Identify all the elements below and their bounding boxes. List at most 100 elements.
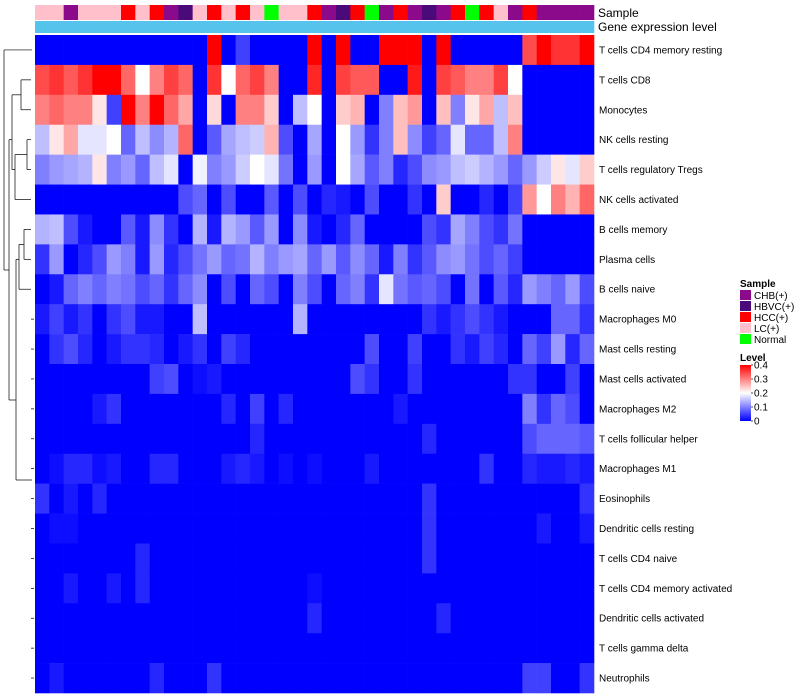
heatmap-cell bbox=[465, 64, 480, 96]
heatmap-cell bbox=[493, 483, 509, 514]
heatmap-cell bbox=[235, 244, 251, 275]
heatmap-cell bbox=[307, 543, 322, 574]
heatmap-cell bbox=[235, 35, 251, 66]
heatmap-cell bbox=[493, 423, 509, 455]
heatmap-cell bbox=[235, 663, 251, 694]
heatmap-cell bbox=[350, 64, 365, 96]
heatmap-cell bbox=[522, 513, 537, 544]
heatmap-cell bbox=[250, 154, 265, 185]
heatmap-cell bbox=[178, 513, 193, 544]
sample-annotation-cell bbox=[364, 5, 380, 20]
heatmap-cell bbox=[164, 124, 179, 155]
heatmap-cell bbox=[49, 334, 64, 365]
heatmap-cell bbox=[379, 274, 394, 305]
heatmap-cell bbox=[536, 64, 552, 96]
heatmap-cell bbox=[508, 364, 523, 395]
heatmap-cell bbox=[207, 35, 222, 66]
heatmap-cell bbox=[278, 543, 294, 574]
heatmap-cell bbox=[522, 214, 537, 245]
sample-annotation-cell bbox=[493, 5, 509, 20]
heatmap-cell bbox=[221, 453, 236, 484]
heatmap-cell bbox=[321, 663, 337, 694]
heatmap-cell bbox=[364, 124, 380, 155]
heatmap-cell bbox=[579, 603, 595, 634]
heatmap-cell bbox=[121, 603, 136, 634]
expression-annotation-cell bbox=[364, 21, 380, 33]
heatmap-cell bbox=[35, 274, 50, 305]
heatmap-cell bbox=[350, 274, 365, 305]
heatmap-cell bbox=[135, 304, 150, 335]
expression-annotation-bar bbox=[35, 21, 595, 33]
heatmap-cell bbox=[278, 64, 294, 96]
heatmap-cell bbox=[307, 603, 322, 634]
heatmap-cell bbox=[579, 64, 595, 96]
heatmap-cell bbox=[207, 543, 222, 574]
heatmap-cell bbox=[407, 513, 423, 544]
heatmap-cell bbox=[565, 453, 580, 484]
heatmap-cell bbox=[336, 124, 351, 155]
heatmap-cell bbox=[278, 244, 294, 275]
heatmap-cell bbox=[379, 214, 394, 245]
heatmap-cell bbox=[250, 64, 265, 96]
heatmap-cell bbox=[479, 573, 494, 604]
heatmap-cell bbox=[78, 513, 93, 544]
heatmap-cell bbox=[135, 453, 150, 484]
heatmap-cell bbox=[78, 603, 93, 634]
heatmap-cell bbox=[264, 124, 279, 155]
heatmap-cell bbox=[264, 214, 279, 245]
heatmap-cell bbox=[164, 334, 179, 365]
heatmap-cell bbox=[307, 334, 322, 365]
heatmap-cell bbox=[78, 304, 93, 335]
heatmap-cell bbox=[336, 304, 351, 335]
heatmap-cell bbox=[221, 184, 236, 215]
heatmap-cell bbox=[207, 453, 222, 484]
expression-annotation-cell bbox=[149, 21, 165, 33]
expression-annotation-cell bbox=[465, 21, 480, 33]
heatmap-cell bbox=[149, 35, 165, 66]
heatmap-cell bbox=[135, 64, 150, 96]
heatmap-cell bbox=[493, 663, 509, 694]
heatmap-cell bbox=[164, 483, 179, 514]
heatmap-cell bbox=[235, 393, 251, 425]
heatmap-cell bbox=[164, 184, 179, 215]
heatmap-cell bbox=[92, 603, 107, 634]
sample-annotation-cell bbox=[293, 5, 308, 20]
heatmap-cell bbox=[522, 244, 537, 275]
heatmap-cell bbox=[450, 573, 466, 604]
heatmap-cell bbox=[207, 124, 222, 155]
heatmap-cell bbox=[479, 94, 494, 126]
heatmap-cell bbox=[121, 393, 136, 425]
heatmap-cell bbox=[350, 633, 365, 664]
heatmap-cell bbox=[149, 124, 165, 155]
heatmap-cell bbox=[551, 214, 566, 245]
heatmap-cell bbox=[35, 543, 50, 574]
heatmap-cell bbox=[407, 543, 423, 574]
heatmap-cell bbox=[264, 423, 279, 455]
heatmap-cell bbox=[207, 184, 222, 215]
heatmap-cell bbox=[35, 154, 50, 185]
heatmap-cell bbox=[49, 244, 64, 275]
heatmap-cell bbox=[508, 663, 523, 694]
heatmap-cell bbox=[307, 364, 322, 395]
heatmap-cell bbox=[436, 154, 451, 185]
heatmap-cell bbox=[78, 633, 93, 664]
heatmap-cell bbox=[336, 244, 351, 275]
heatmap-cell bbox=[250, 483, 265, 514]
heatmap-cell bbox=[393, 274, 408, 305]
heatmap-cell bbox=[364, 633, 380, 664]
heatmap-cell bbox=[393, 35, 408, 66]
heatmap-cell bbox=[164, 603, 179, 634]
heatmap-cell bbox=[293, 393, 308, 425]
sample-annotation-cell bbox=[436, 5, 451, 20]
sample-annotation-cell bbox=[192, 5, 208, 20]
heatmap-cell bbox=[565, 184, 580, 215]
heatmap-cell bbox=[493, 244, 509, 275]
heatmap-cell bbox=[92, 573, 107, 604]
heatmap-cell bbox=[522, 334, 537, 365]
heatmap-cell bbox=[450, 94, 466, 126]
heatmap-cell bbox=[551, 35, 566, 66]
heatmap-cell bbox=[192, 483, 208, 514]
heatmap-cell bbox=[364, 64, 380, 96]
expression-annotation-cell bbox=[106, 21, 122, 33]
sample-annotation-cell bbox=[164, 5, 179, 20]
